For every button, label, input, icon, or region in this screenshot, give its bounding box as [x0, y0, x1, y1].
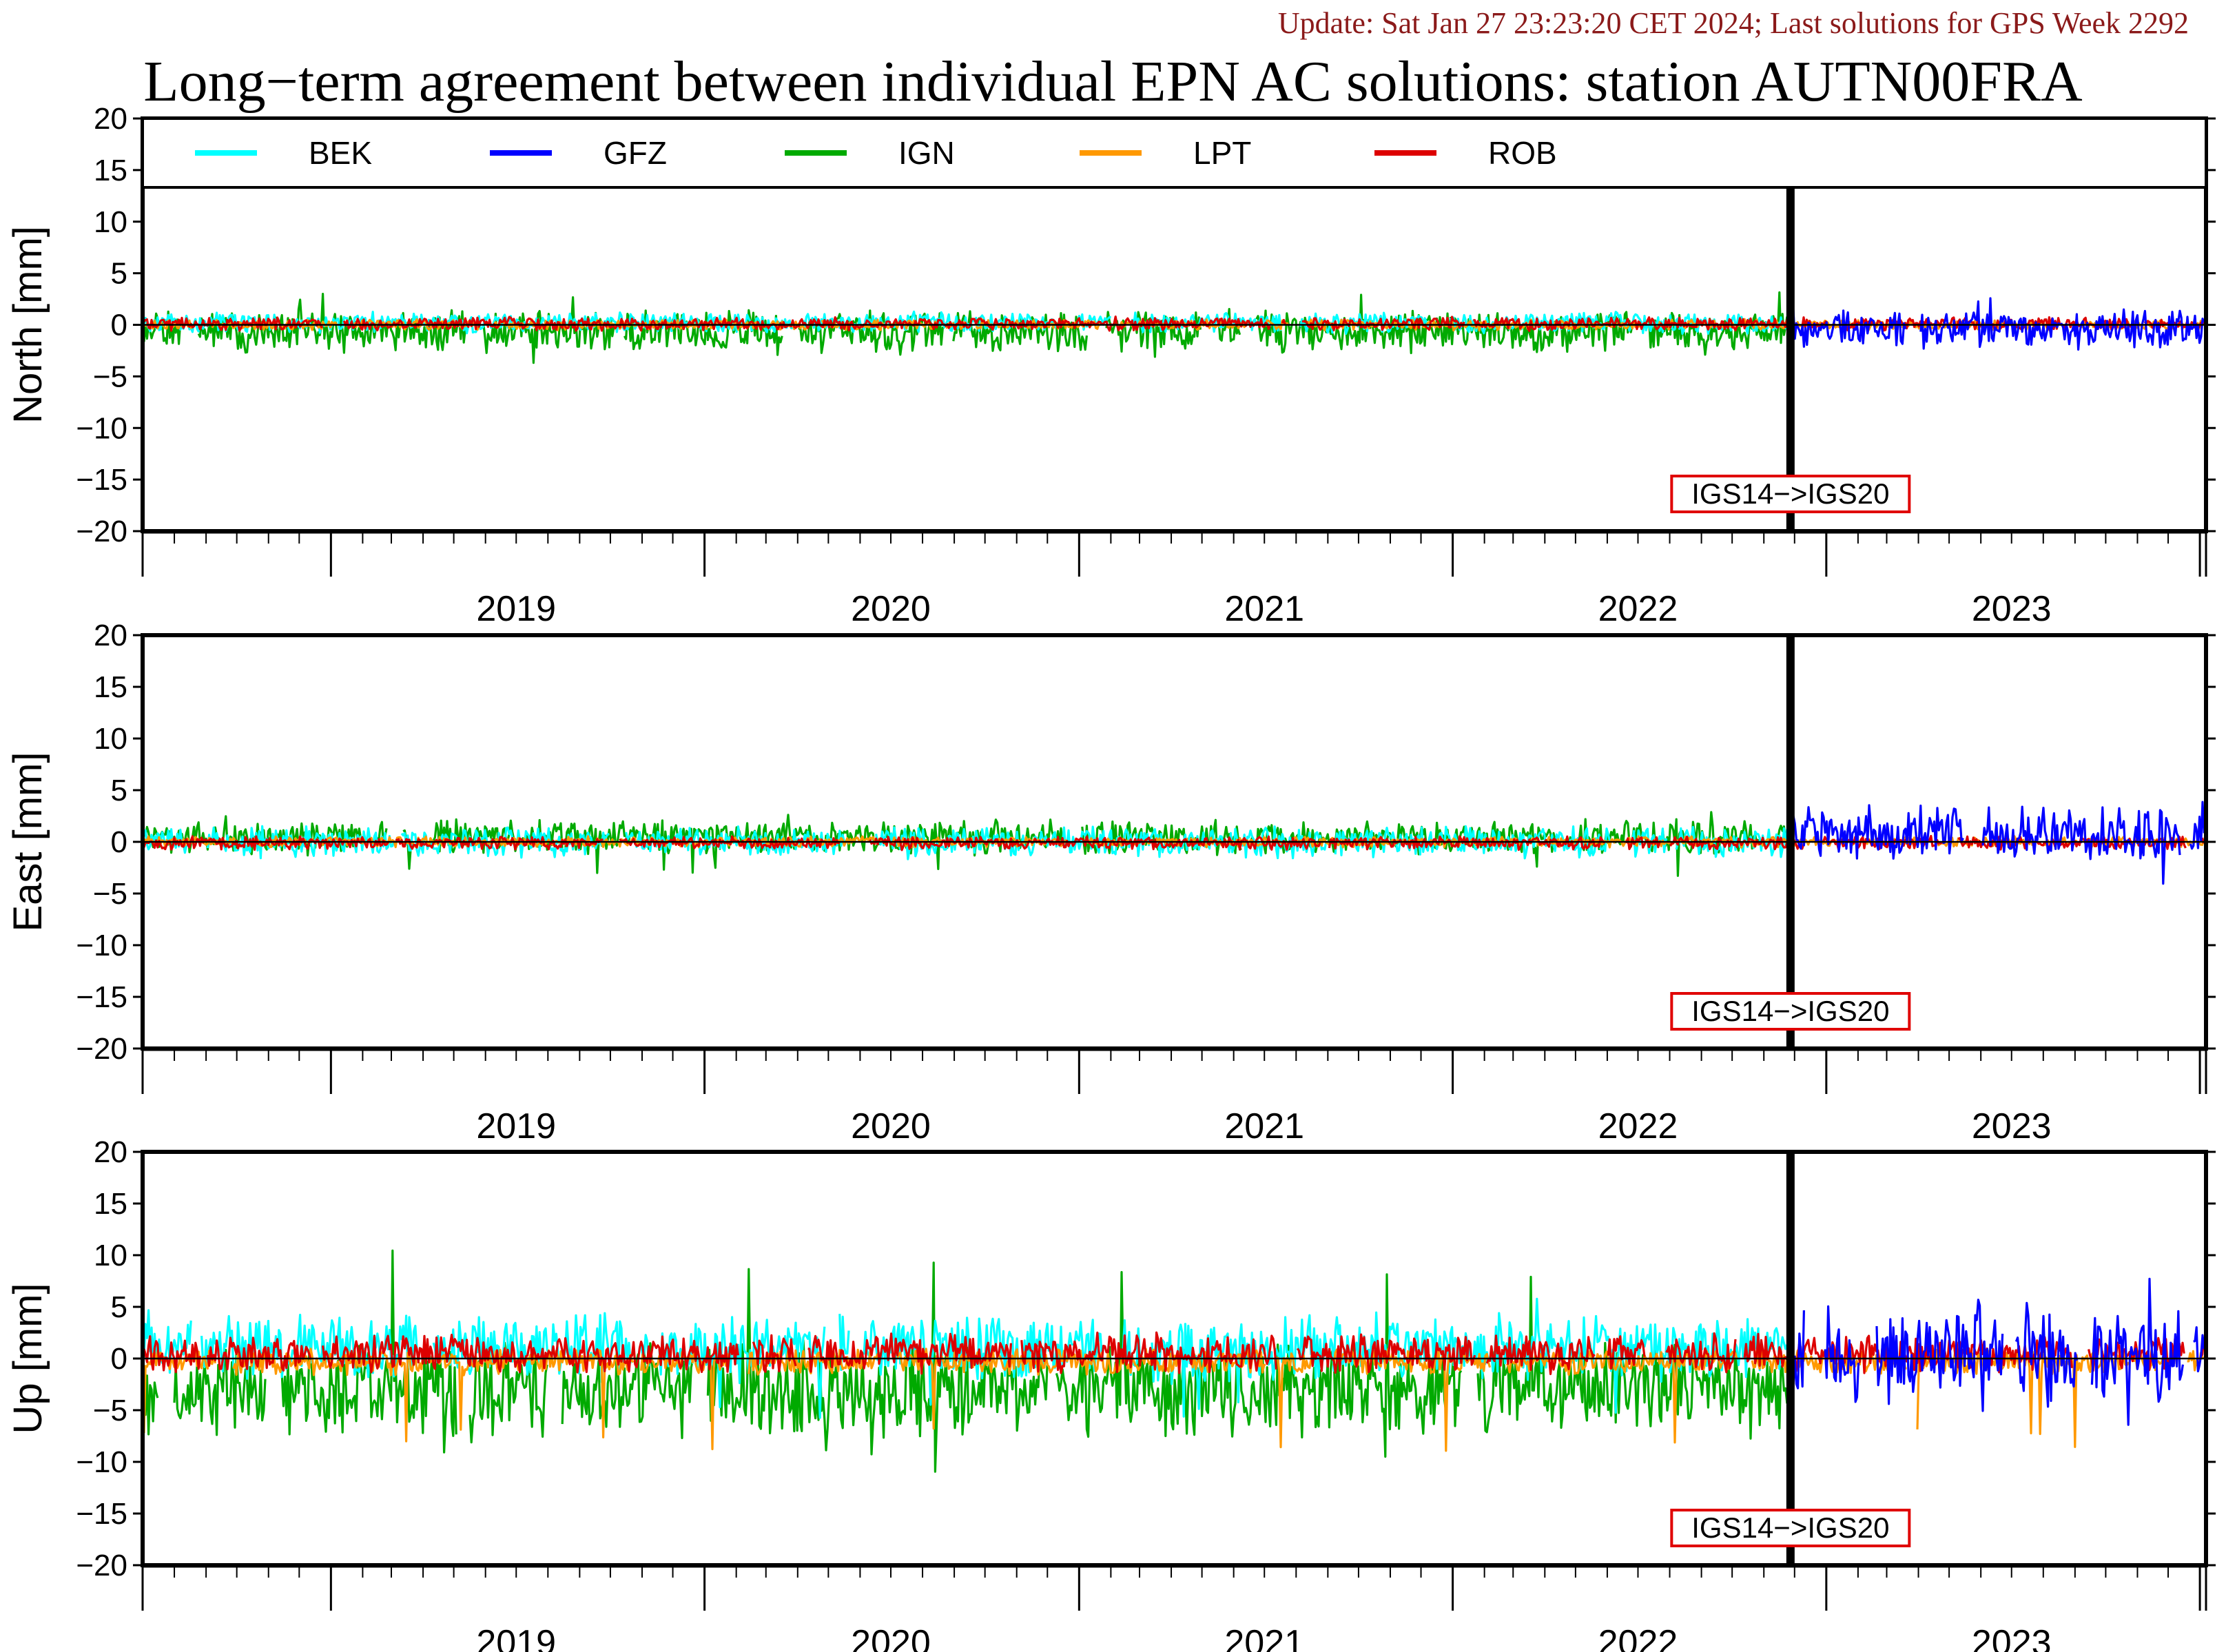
y-tick-label: −20: [76, 515, 127, 548]
x-tick-label: 2022: [1598, 1623, 1678, 1652]
y-tick-label: 10: [94, 722, 127, 756]
x-tick-label: 2021: [1224, 1106, 1304, 1146]
x-tick-label: 2022: [1598, 589, 1678, 629]
y-tick-label: 20: [94, 619, 127, 652]
y-tick-label: 5: [111, 774, 127, 807]
x-tick-label: 2023: [1972, 1623, 2052, 1652]
panel-1: East [mm] 20 15 10 5 0 −5 −10 −15 −20 IGS14−>IGS20…: [6, 619, 2216, 1146]
y-tick-label: −10: [76, 411, 127, 445]
y-tick-label: −5: [93, 1394, 127, 1427]
legend-label-lpt: LPT: [1193, 135, 1251, 171]
y-tick-label: −5: [93, 877, 127, 911]
y-tick-label: 10: [94, 1239, 127, 1272]
y-tick-label: −15: [76, 980, 127, 1014]
update-timestamp: Update: Sat Jan 27 23:23:20 CET 2024; La…: [1277, 6, 2189, 40]
x-tick-label: 2021: [1224, 589, 1304, 629]
x-tick-label: 2019: [476, 1106, 556, 1146]
x-tick-label: 2022: [1598, 1106, 1678, 1146]
y-axis-label: North [mm]: [6, 226, 50, 424]
y-tick-label: −15: [76, 463, 127, 497]
event-label: IGS14−>IGS20: [1691, 1511, 1889, 1544]
x-tick-label: 2021: [1224, 1623, 1304, 1652]
y-axis-label: East [mm]: [6, 752, 50, 931]
y-tick-label: −10: [76, 1445, 127, 1479]
y-tick-label: −10: [76, 929, 127, 962]
y-tick-label: 0: [111, 825, 127, 859]
chart-title: Long−term agreement between individual E…: [143, 50, 2083, 114]
y-tick-label: 20: [94, 1135, 127, 1169]
series-group: [143, 1249, 2205, 1473]
x-tick-label: 2020: [851, 589, 931, 629]
y-tick-label: −15: [76, 1497, 127, 1531]
legend-label-gfz: GFZ: [604, 135, 667, 171]
y-tick-label: 20: [94, 102, 127, 136]
event-label-box: [1670, 475, 1911, 513]
y-tick-label: 15: [94, 154, 127, 187]
event-label: IGS14−>IGS20: [1691, 477, 1889, 510]
series-gfz: [1791, 1277, 2205, 1426]
y-tick-label: 0: [111, 309, 127, 342]
x-tick-label: 2019: [476, 1623, 556, 1652]
series-group: [143, 801, 2205, 885]
y-tick-label: 0: [111, 1342, 127, 1376]
y-tick-label: 15: [94, 670, 127, 704]
panel-frame: [141, 633, 2208, 1051]
panel-2: Up [mm] 20 15 10 5 0 −5 −10 −15 −20 IGS14−>IGS20 20…: [6, 1135, 2216, 1652]
x-tick-label: 2020: [851, 1106, 931, 1146]
y-tick-label: 10: [94, 205, 127, 239]
series-group: [143, 291, 2205, 364]
legend-label-bek: BEK: [309, 135, 372, 171]
legend-box: [141, 117, 2207, 189]
event-label-box: [1670, 992, 1911, 1031]
panel-0: North [mm] 20 15 10 5 0 −5 −10 −15 −20 BEK GFZ IGN LP…: [6, 102, 2216, 629]
x-tick-label: 2023: [1972, 589, 2052, 629]
event-label-box: [1670, 1509, 1911, 1547]
y-tick-label: 15: [94, 1187, 127, 1221]
x-tick-label: 2023: [1972, 1106, 2052, 1146]
legend-label-ign: IGN: [898, 135, 955, 171]
x-tick-label: 2020: [851, 1623, 931, 1652]
legend-label-rob: ROB: [1488, 135, 1557, 171]
y-tick-label: −20: [76, 1032, 127, 1066]
panel-frame: [141, 1150, 2208, 1567]
x-tick-label: 2019: [476, 589, 556, 629]
y-tick-label: −20: [76, 1549, 127, 1582]
y-axis-label: Up [mm]: [6, 1283, 50, 1434]
y-tick-label: 5: [111, 1290, 127, 1324]
y-tick-label: −5: [93, 360, 127, 393]
y-tick-label: 5: [111, 257, 127, 291]
event-label: IGS14−>IGS20: [1691, 995, 1889, 1027]
